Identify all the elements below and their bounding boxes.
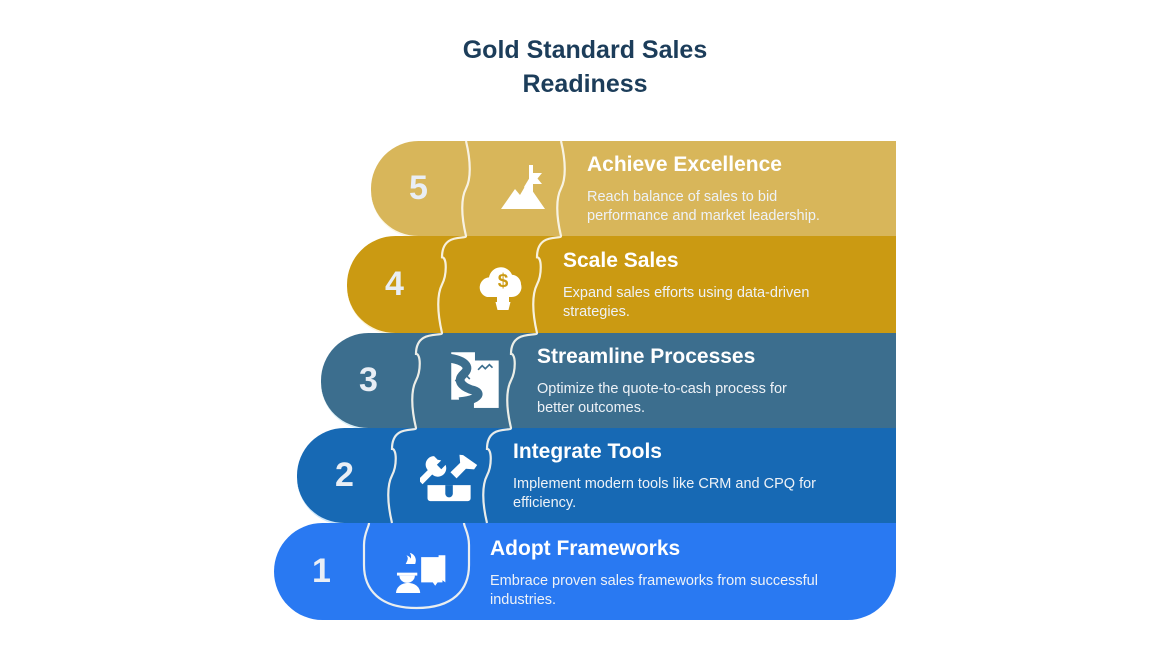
svg-text:$: $ xyxy=(498,271,509,292)
